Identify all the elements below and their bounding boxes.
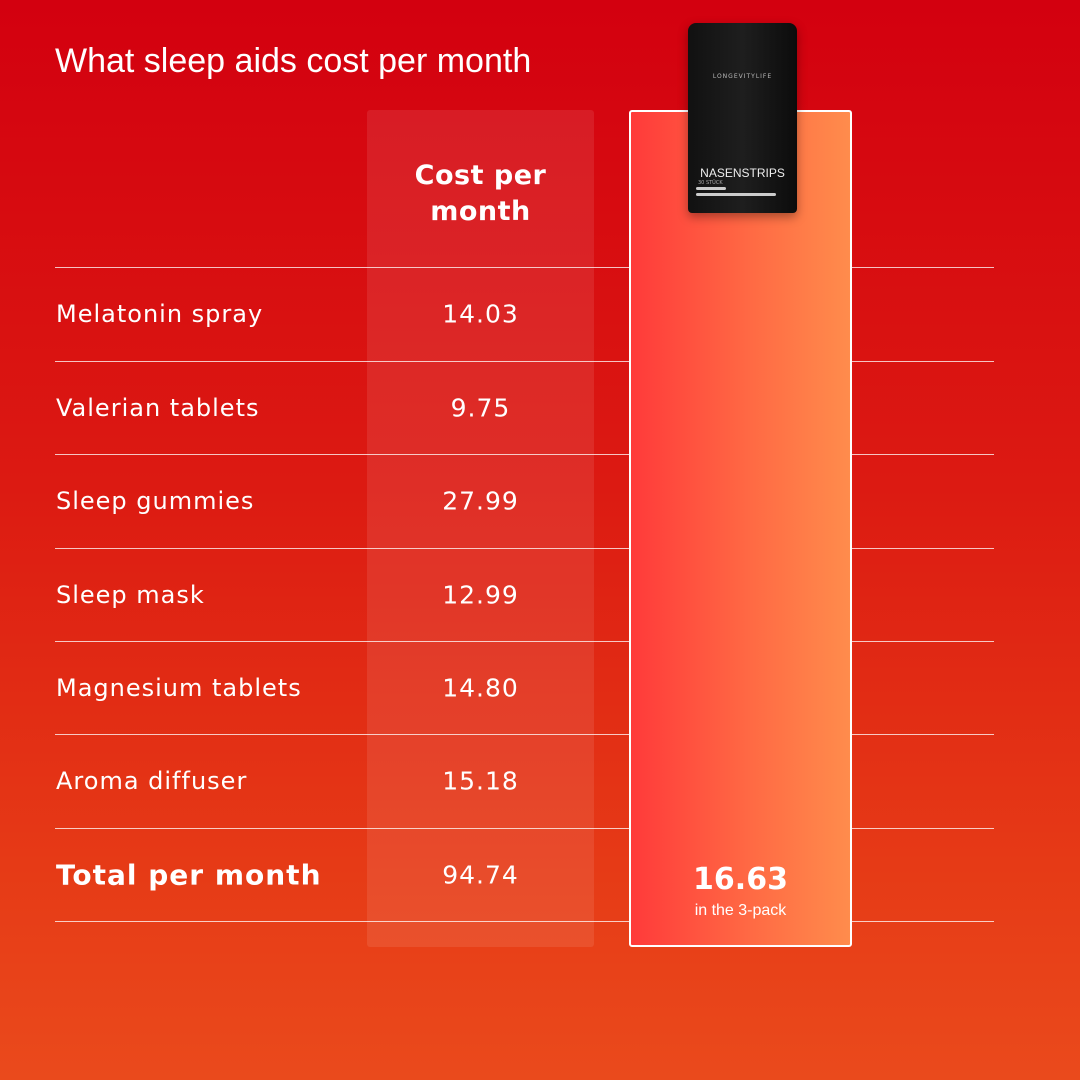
row-value: 15.18	[442, 766, 519, 796]
title: What sleep aids cost per month	[55, 42, 532, 80]
column-highlight	[367, 110, 594, 947]
row-divider	[55, 361, 994, 362]
row-value: 12.99	[442, 580, 519, 609]
row-divider	[55, 267, 994, 268]
row-label: Melatonin spray	[56, 300, 264, 328]
row-label: Sleep mask	[56, 580, 205, 609]
row-label: Sleep gummies	[56, 487, 255, 515]
row-divider	[55, 548, 994, 549]
row-divider	[55, 828, 994, 829]
column-header: Cost per month	[414, 160, 547, 227]
row-value: 27.99	[442, 486, 519, 516]
row-value: 9.75	[450, 393, 511, 422]
row-divider	[55, 921, 994, 922]
row-label: Magnesium tablets	[56, 673, 302, 702]
product-column	[629, 110, 852, 947]
row-divider	[55, 734, 994, 735]
total-value: 94.74	[442, 860, 519, 889]
pack-bar	[696, 193, 776, 196]
row-divider	[55, 641, 994, 642]
pack-bar	[696, 187, 726, 190]
pack-count: 30 STÜCK	[698, 180, 723, 186]
product-price: 16.63	[693, 862, 788, 897]
pack-name: NASENSTRIPS	[700, 166, 785, 180]
row-label: Valerian tablets	[56, 393, 260, 422]
total-label: Total per month	[56, 858, 322, 891]
row-label: Aroma diffuser	[56, 767, 248, 795]
row-divider	[55, 454, 994, 455]
product-note: in the 3-pack	[694, 902, 787, 919]
row-value: 14.80	[442, 673, 519, 702]
row-value: 14.03	[442, 299, 519, 329]
product-pack: LONGEVITYLIFE NASENSTRIPS 30 STÜCK	[688, 23, 797, 213]
pack-brand: LONGEVITYLIFE	[712, 73, 773, 80]
